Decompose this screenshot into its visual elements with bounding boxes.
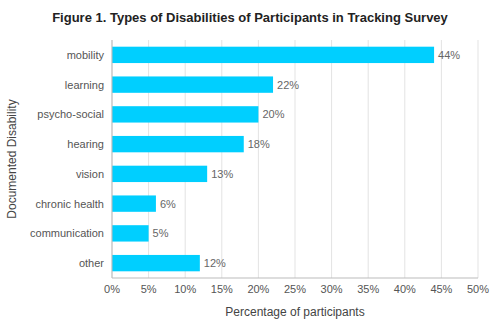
- data-label: 20%: [262, 108, 284, 120]
- x-tick-label: 20%: [247, 283, 269, 295]
- bar: [112, 47, 434, 63]
- x-tick-label: 0%: [104, 283, 120, 295]
- data-label: 13%: [211, 168, 233, 180]
- x-axis-line: [112, 278, 478, 279]
- title: Figure 1. Types of Disabilities of Parti…: [52, 10, 448, 25]
- grid-line: [258, 40, 259, 278]
- bar: [112, 255, 200, 271]
- grid-line: [112, 40, 113, 278]
- grid-line: [368, 40, 369, 278]
- x-tick-label: 30%: [321, 283, 343, 295]
- y-tick-label: chronic health: [36, 198, 105, 210]
- y-tick-label: vision: [76, 168, 104, 180]
- y-axis-line: [112, 40, 113, 278]
- grid-line: [295, 40, 296, 278]
- bar: [112, 106, 258, 122]
- y-tick-label: learning: [65, 79, 104, 91]
- data-label: 22%: [277, 79, 299, 91]
- y-tick-label: communication: [30, 227, 104, 239]
- chart: Figure 1. Types of Disabilities of Parti…: [0, 0, 500, 330]
- data-label: 18%: [248, 138, 270, 150]
- data-label: 6%: [160, 198, 176, 210]
- x-tick-label: 45%: [430, 283, 452, 295]
- x-tick-label: 25%: [284, 283, 306, 295]
- grid-line: [221, 40, 222, 278]
- bar: [112, 76, 273, 92]
- y-tick-label: hearing: [67, 138, 104, 150]
- x-tick-label: 40%: [394, 283, 416, 295]
- bar: [112, 136, 244, 152]
- bar: [112, 195, 156, 211]
- y-tick-label: mobility: [67, 49, 105, 61]
- bar: [112, 225, 149, 241]
- grid-line: [404, 40, 405, 278]
- x-tick-label: 50%: [467, 283, 489, 295]
- grid-line: [185, 40, 186, 278]
- grid-line: [331, 40, 332, 278]
- grid-line: [148, 40, 149, 278]
- bar: [112, 166, 207, 182]
- grid: [112, 40, 478, 278]
- bars: [112, 47, 434, 272]
- x-tick-label: 10%: [174, 283, 196, 295]
- data-label: 12%: [204, 257, 226, 269]
- grid-line: [478, 40, 479, 278]
- y-axis-title: Documented Disability: [5, 99, 19, 218]
- x-axis-title: Percentage of participants: [225, 305, 364, 319]
- grid-line: [441, 40, 442, 278]
- y-tick-label: psycho-social: [37, 108, 104, 120]
- x-tick-label: 35%: [357, 283, 379, 295]
- y-tick-label: other: [79, 257, 104, 269]
- data-label: 44%: [438, 49, 460, 61]
- data-label: 5%: [153, 227, 169, 239]
- x-tick-label: 15%: [211, 283, 233, 295]
- x-tick-label: 5%: [141, 283, 157, 295]
